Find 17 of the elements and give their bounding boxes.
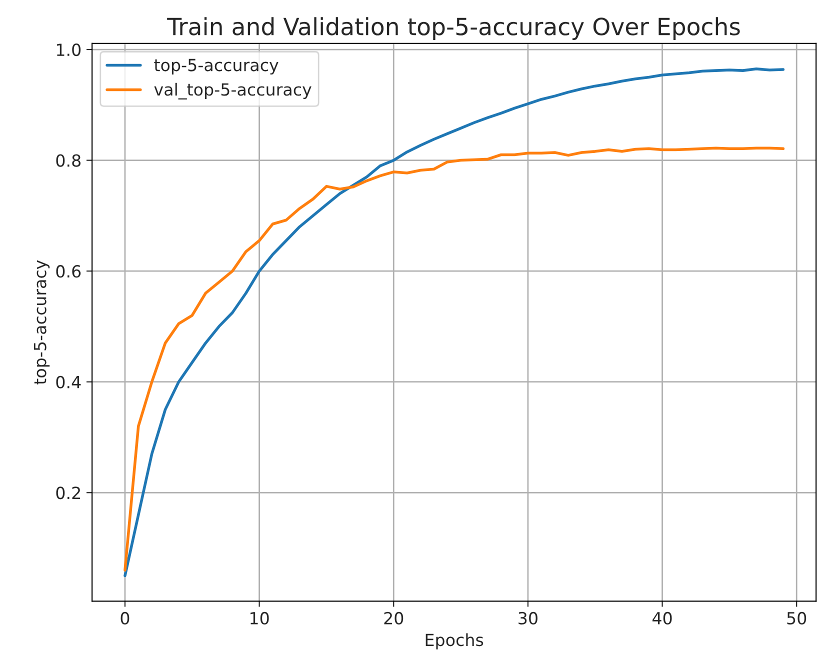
line-series [124,146,785,572]
y-tick-label: 0.4 [56,376,81,388]
x-tick-label: 30 [518,612,538,625]
x-tick-label: 40 [652,612,672,625]
chart-title: Train and Validation top-5-accuracy Over Epochs [167,17,740,40]
y-tick-label: 0.2 [56,486,80,500]
y-tick-label: 0.6 [56,265,81,278]
x-tick-label: 0 [120,612,130,625]
x-tick-label: 50 [787,612,806,625]
legend-label: val_top-5-accuracy [154,82,312,100]
x-axis-title: Epochs [426,633,484,650]
x-tick-label: 10 [250,612,269,625]
y-tick-label: 1.0 [56,43,81,56]
y-axis-title: top-5-accuracy [34,260,50,384]
x-tick-label: 20 [384,612,404,625]
y-tick-label: 0.8 [56,154,81,167]
legend-label: top-5-accuracy [154,58,278,75]
